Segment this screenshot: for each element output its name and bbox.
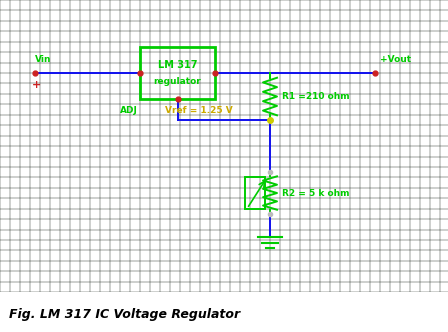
Text: R2 = 5 k ohm: R2 = 5 k ohm xyxy=(282,189,349,198)
Bar xyxy=(140,47,215,99)
Text: R1 =210 ohm: R1 =210 ohm xyxy=(282,92,349,101)
Text: Fig. LM 317 IC Voltage Regulator: Fig. LM 317 IC Voltage Regulator xyxy=(9,307,240,321)
Text: +: + xyxy=(32,80,41,90)
Text: regulator: regulator xyxy=(154,77,201,86)
Text: Vin: Vin xyxy=(35,54,52,63)
Text: ADJ: ADJ xyxy=(120,106,138,115)
Text: LM 317: LM 317 xyxy=(158,60,197,70)
Text: +Vout: +Vout xyxy=(380,54,411,63)
Text: Vref = 1.25 V: Vref = 1.25 V xyxy=(165,106,233,115)
Bar xyxy=(245,177,265,209)
